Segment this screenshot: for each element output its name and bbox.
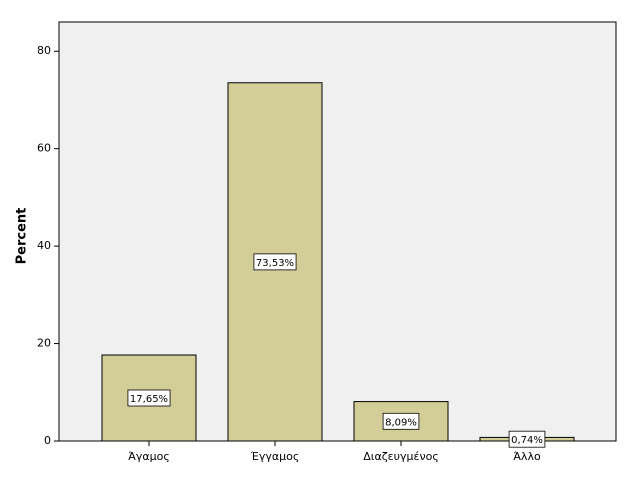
y-tick-label: 20 — [37, 337, 51, 350]
value-label-box — [253, 253, 297, 271]
value-label: 8,09% — [385, 417, 417, 428]
value-label: 17,65% — [130, 394, 168, 405]
value-label: 0,74% — [511, 435, 543, 446]
x-tick-label: Άλλο — [513, 450, 541, 463]
x-tick-label: Έγγαμος — [250, 450, 300, 463]
y-axis-title: Percent — [15, 208, 30, 265]
value-label-box — [127, 389, 171, 407]
y-tick-label: 0 — [44, 434, 51, 447]
y-tick-label: 40 — [37, 239, 51, 252]
value-label: 73,53% — [256, 258, 294, 269]
y-tick-label: 60 — [37, 142, 51, 155]
value-label-box — [508, 430, 546, 448]
value-label-box — [382, 412, 420, 430]
x-tick-label: Άγαμος — [128, 450, 170, 463]
x-tick-label: Διαζευγμένος — [363, 450, 439, 463]
y-tick-label: 80 — [37, 44, 51, 57]
